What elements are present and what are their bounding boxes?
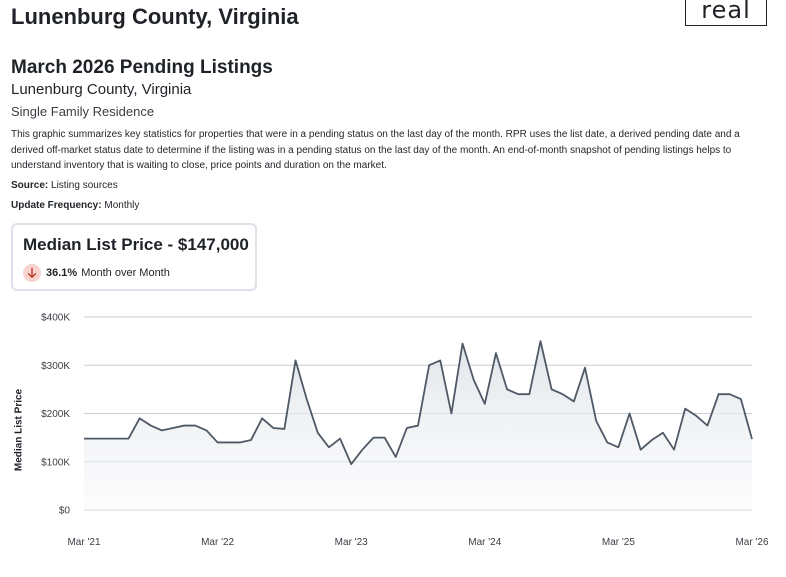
y-tick-label: $200K xyxy=(41,409,70,420)
change-row: 36.1% Month over Month xyxy=(23,263,170,283)
source-label: Source: xyxy=(11,180,49,191)
real-brokerage-logo[interactable]: real xyxy=(685,0,767,26)
x-tick-label: Mar '23 xyxy=(335,537,368,548)
report-subtitle: Lunenburg County, Virginia xyxy=(11,81,192,98)
county-title: Lunenburg County, Virginia xyxy=(11,4,299,29)
y-tick-label: $100K xyxy=(41,457,70,468)
update-frequency-line: Update Frequency: Monthly xyxy=(11,200,139,211)
y-tick-label: $400K xyxy=(41,313,70,324)
x-tick-label: Mar '24 xyxy=(468,537,501,548)
median-price-line xyxy=(84,340,753,466)
median-list-price-title: Median List Price - $147,000 xyxy=(23,235,249,254)
change-percent: 36.1% xyxy=(46,267,78,279)
median-list-price-card: Median List Price - $147,000 36.1% Month… xyxy=(11,223,257,291)
x-tick-label: Mar '25 xyxy=(602,537,635,548)
y-tick-label: $0 xyxy=(59,506,71,517)
update-frequency-label: Update Frequency: xyxy=(11,200,102,211)
report-title: March 2026 Pending Listings xyxy=(11,57,273,78)
x-tick-label: Mar '26 xyxy=(735,537,768,548)
median-list-price-chart: $0 $100K $200K $300K $400K Mar '21 Mar '22 Mar… xyxy=(41,313,769,549)
x-tick-label: Mar '22 xyxy=(201,537,234,548)
source-line: Source: Listing sources xyxy=(11,180,118,191)
x-tick-label: Mar '21 xyxy=(67,537,100,548)
y-tick-label: $300K xyxy=(41,361,70,372)
source-value: Listing sources xyxy=(51,180,118,191)
report-description: This graphic summarizes key statistics f… xyxy=(11,129,740,172)
property-type-label: Single Family Residence xyxy=(11,104,155,119)
arrow-down-icon xyxy=(23,264,41,282)
update-frequency-value: Monthly xyxy=(104,200,140,211)
change-period-label: Month over Month xyxy=(81,267,170,279)
